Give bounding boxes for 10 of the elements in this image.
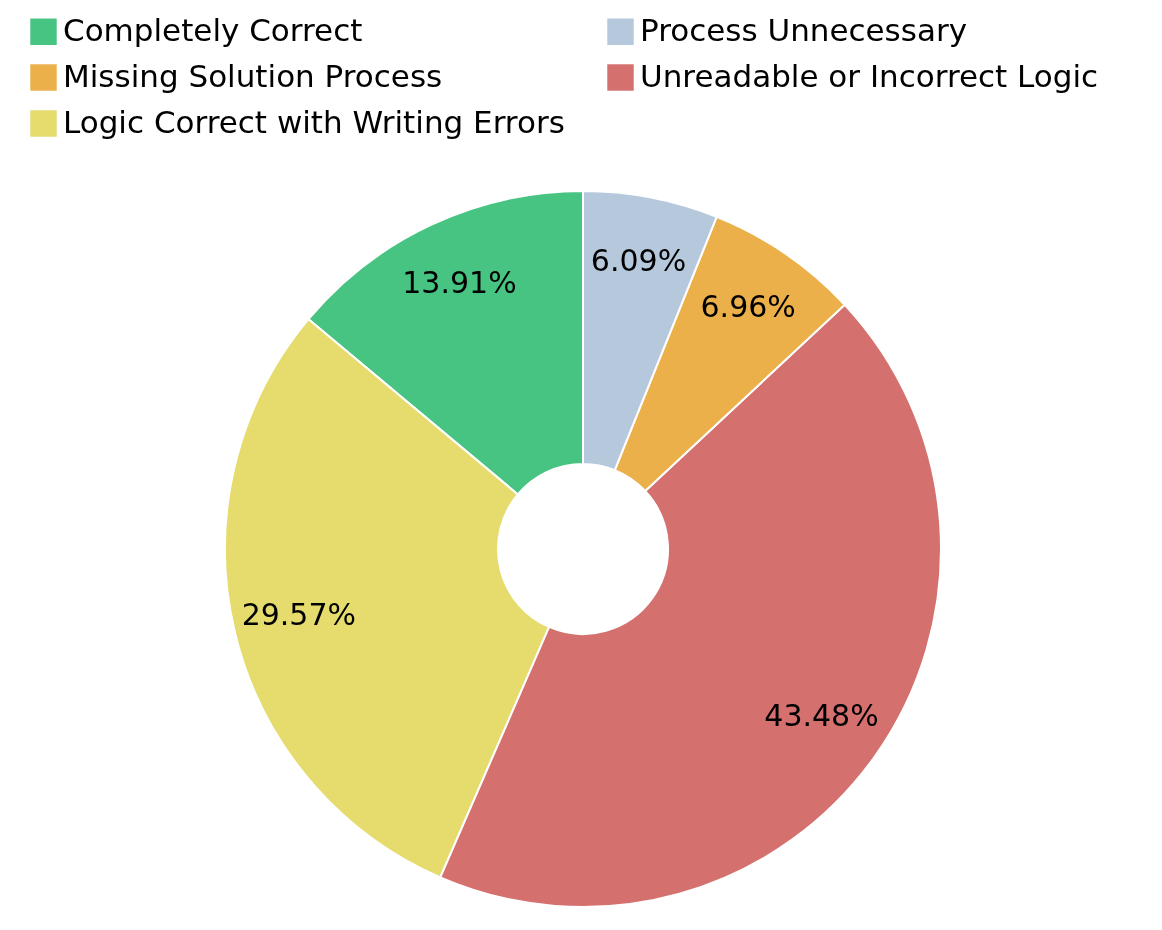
data-label: 43.48% (764, 698, 879, 734)
legend-label: Completely Correct (63, 11, 363, 48)
data-label: 13.91% (402, 265, 517, 301)
legend-label: Logic Correct with Writing Errors (63, 103, 565, 140)
data-label: 6.09% (590, 243, 687, 279)
legend-label: Missing Solution Process (63, 57, 443, 94)
data-label: 29.57% (241, 597, 357, 633)
data-label: 6.96% (700, 289, 796, 325)
legend-label: Unreadable or Incorrect Logic (640, 57, 1099, 94)
legend-label: Process Unnecessary (640, 11, 968, 48)
